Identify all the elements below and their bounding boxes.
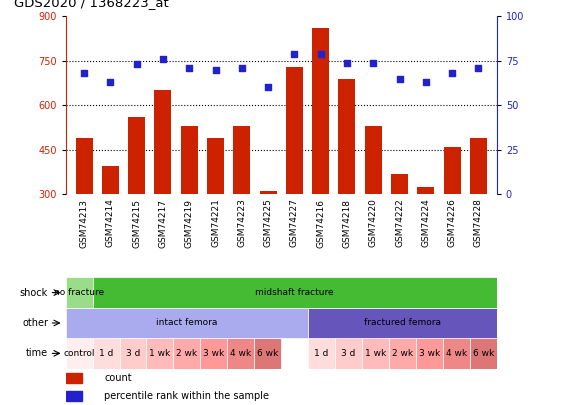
Bar bbox=[200, 338, 227, 369]
Bar bbox=[174, 338, 200, 369]
Point bbox=[448, 70, 457, 77]
Bar bbox=[119, 338, 147, 369]
Text: GSM74227: GSM74227 bbox=[290, 198, 299, 247]
Bar bbox=[260, 192, 276, 284]
Bar bbox=[233, 126, 250, 284]
Text: 4 wk: 4 wk bbox=[230, 349, 251, 358]
Text: GDS2020 / 1368223_at: GDS2020 / 1368223_at bbox=[14, 0, 168, 9]
Point bbox=[343, 59, 352, 66]
Point bbox=[395, 75, 404, 82]
Text: 1 wk: 1 wk bbox=[150, 349, 171, 358]
Bar bbox=[66, 338, 93, 369]
Text: 3 wk: 3 wk bbox=[203, 349, 224, 358]
Text: fractured femora: fractured femora bbox=[364, 318, 441, 328]
Point bbox=[316, 50, 325, 57]
Text: 6 wk: 6 wk bbox=[473, 349, 494, 358]
Bar bbox=[389, 338, 416, 369]
Bar bbox=[417, 187, 435, 284]
Point bbox=[474, 65, 483, 71]
Text: count: count bbox=[104, 373, 132, 383]
Point bbox=[79, 70, 89, 77]
Text: GSM74218: GSM74218 bbox=[343, 198, 351, 247]
Text: GSM74221: GSM74221 bbox=[211, 198, 220, 247]
Bar bbox=[416, 338, 443, 369]
Point bbox=[211, 66, 220, 73]
Point bbox=[263, 84, 272, 91]
Text: GSM74219: GSM74219 bbox=[184, 198, 194, 247]
Point bbox=[132, 61, 141, 68]
Text: 3 d: 3 d bbox=[341, 349, 356, 358]
Text: percentile rank within the sample: percentile rank within the sample bbox=[104, 391, 270, 401]
Point bbox=[158, 56, 167, 62]
Bar bbox=[470, 138, 487, 284]
Text: 1 d: 1 d bbox=[99, 349, 113, 358]
Text: 1 wk: 1 wk bbox=[365, 349, 386, 358]
Point bbox=[290, 50, 299, 57]
Text: shock: shock bbox=[20, 288, 48, 298]
Bar bbox=[391, 174, 408, 284]
Text: GSM74214: GSM74214 bbox=[106, 198, 115, 247]
Bar bbox=[254, 338, 281, 369]
Text: GSM74224: GSM74224 bbox=[421, 198, 431, 247]
Text: time: time bbox=[26, 348, 48, 358]
Bar bbox=[66, 308, 308, 338]
Text: 3 d: 3 d bbox=[126, 349, 140, 358]
Text: intact femora: intact femora bbox=[156, 318, 218, 328]
Point bbox=[421, 79, 431, 85]
Bar bbox=[147, 338, 174, 369]
Bar bbox=[66, 373, 82, 383]
Bar bbox=[308, 308, 497, 338]
Bar bbox=[102, 166, 119, 284]
Text: GSM74225: GSM74225 bbox=[264, 198, 272, 247]
Text: 4 wk: 4 wk bbox=[446, 349, 467, 358]
Bar bbox=[207, 138, 224, 284]
Bar bbox=[154, 90, 171, 284]
Text: other: other bbox=[22, 318, 48, 328]
Text: GSM74222: GSM74222 bbox=[395, 198, 404, 247]
Bar bbox=[362, 338, 389, 369]
Bar bbox=[365, 126, 382, 284]
Bar bbox=[443, 338, 470, 369]
Text: GSM74228: GSM74228 bbox=[474, 198, 483, 247]
Text: 2 wk: 2 wk bbox=[176, 349, 198, 358]
Bar bbox=[308, 338, 335, 369]
Text: 3 wk: 3 wk bbox=[419, 349, 440, 358]
Point bbox=[184, 65, 194, 71]
Text: GSM74213: GSM74213 bbox=[79, 198, 89, 247]
Bar bbox=[312, 28, 329, 284]
Text: GSM74220: GSM74220 bbox=[369, 198, 378, 247]
Text: GSM74217: GSM74217 bbox=[158, 198, 167, 247]
Bar bbox=[227, 338, 254, 369]
Bar bbox=[470, 338, 497, 369]
Bar bbox=[335, 338, 362, 369]
Text: 2 wk: 2 wk bbox=[392, 349, 413, 358]
Text: GSM74226: GSM74226 bbox=[448, 198, 457, 247]
Text: GSM74216: GSM74216 bbox=[316, 198, 325, 247]
Bar bbox=[180, 126, 198, 284]
Text: 1 d: 1 d bbox=[315, 349, 329, 358]
Bar bbox=[66, 391, 82, 401]
Bar bbox=[93, 338, 119, 369]
Text: midshaft fracture: midshaft fracture bbox=[255, 288, 334, 297]
Point bbox=[369, 59, 378, 66]
Point bbox=[106, 79, 115, 85]
Point bbox=[237, 65, 246, 71]
Bar bbox=[93, 277, 497, 308]
Text: no fracture: no fracture bbox=[54, 288, 104, 297]
Text: GSM74215: GSM74215 bbox=[132, 198, 141, 247]
Text: GSM74223: GSM74223 bbox=[238, 198, 246, 247]
Bar bbox=[128, 117, 145, 284]
Bar bbox=[66, 277, 93, 308]
Bar bbox=[339, 79, 356, 284]
Bar bbox=[286, 67, 303, 283]
Text: 6 wk: 6 wk bbox=[257, 349, 279, 358]
Text: control: control bbox=[63, 349, 95, 358]
Bar bbox=[444, 147, 461, 284]
Bar bbox=[75, 138, 93, 284]
